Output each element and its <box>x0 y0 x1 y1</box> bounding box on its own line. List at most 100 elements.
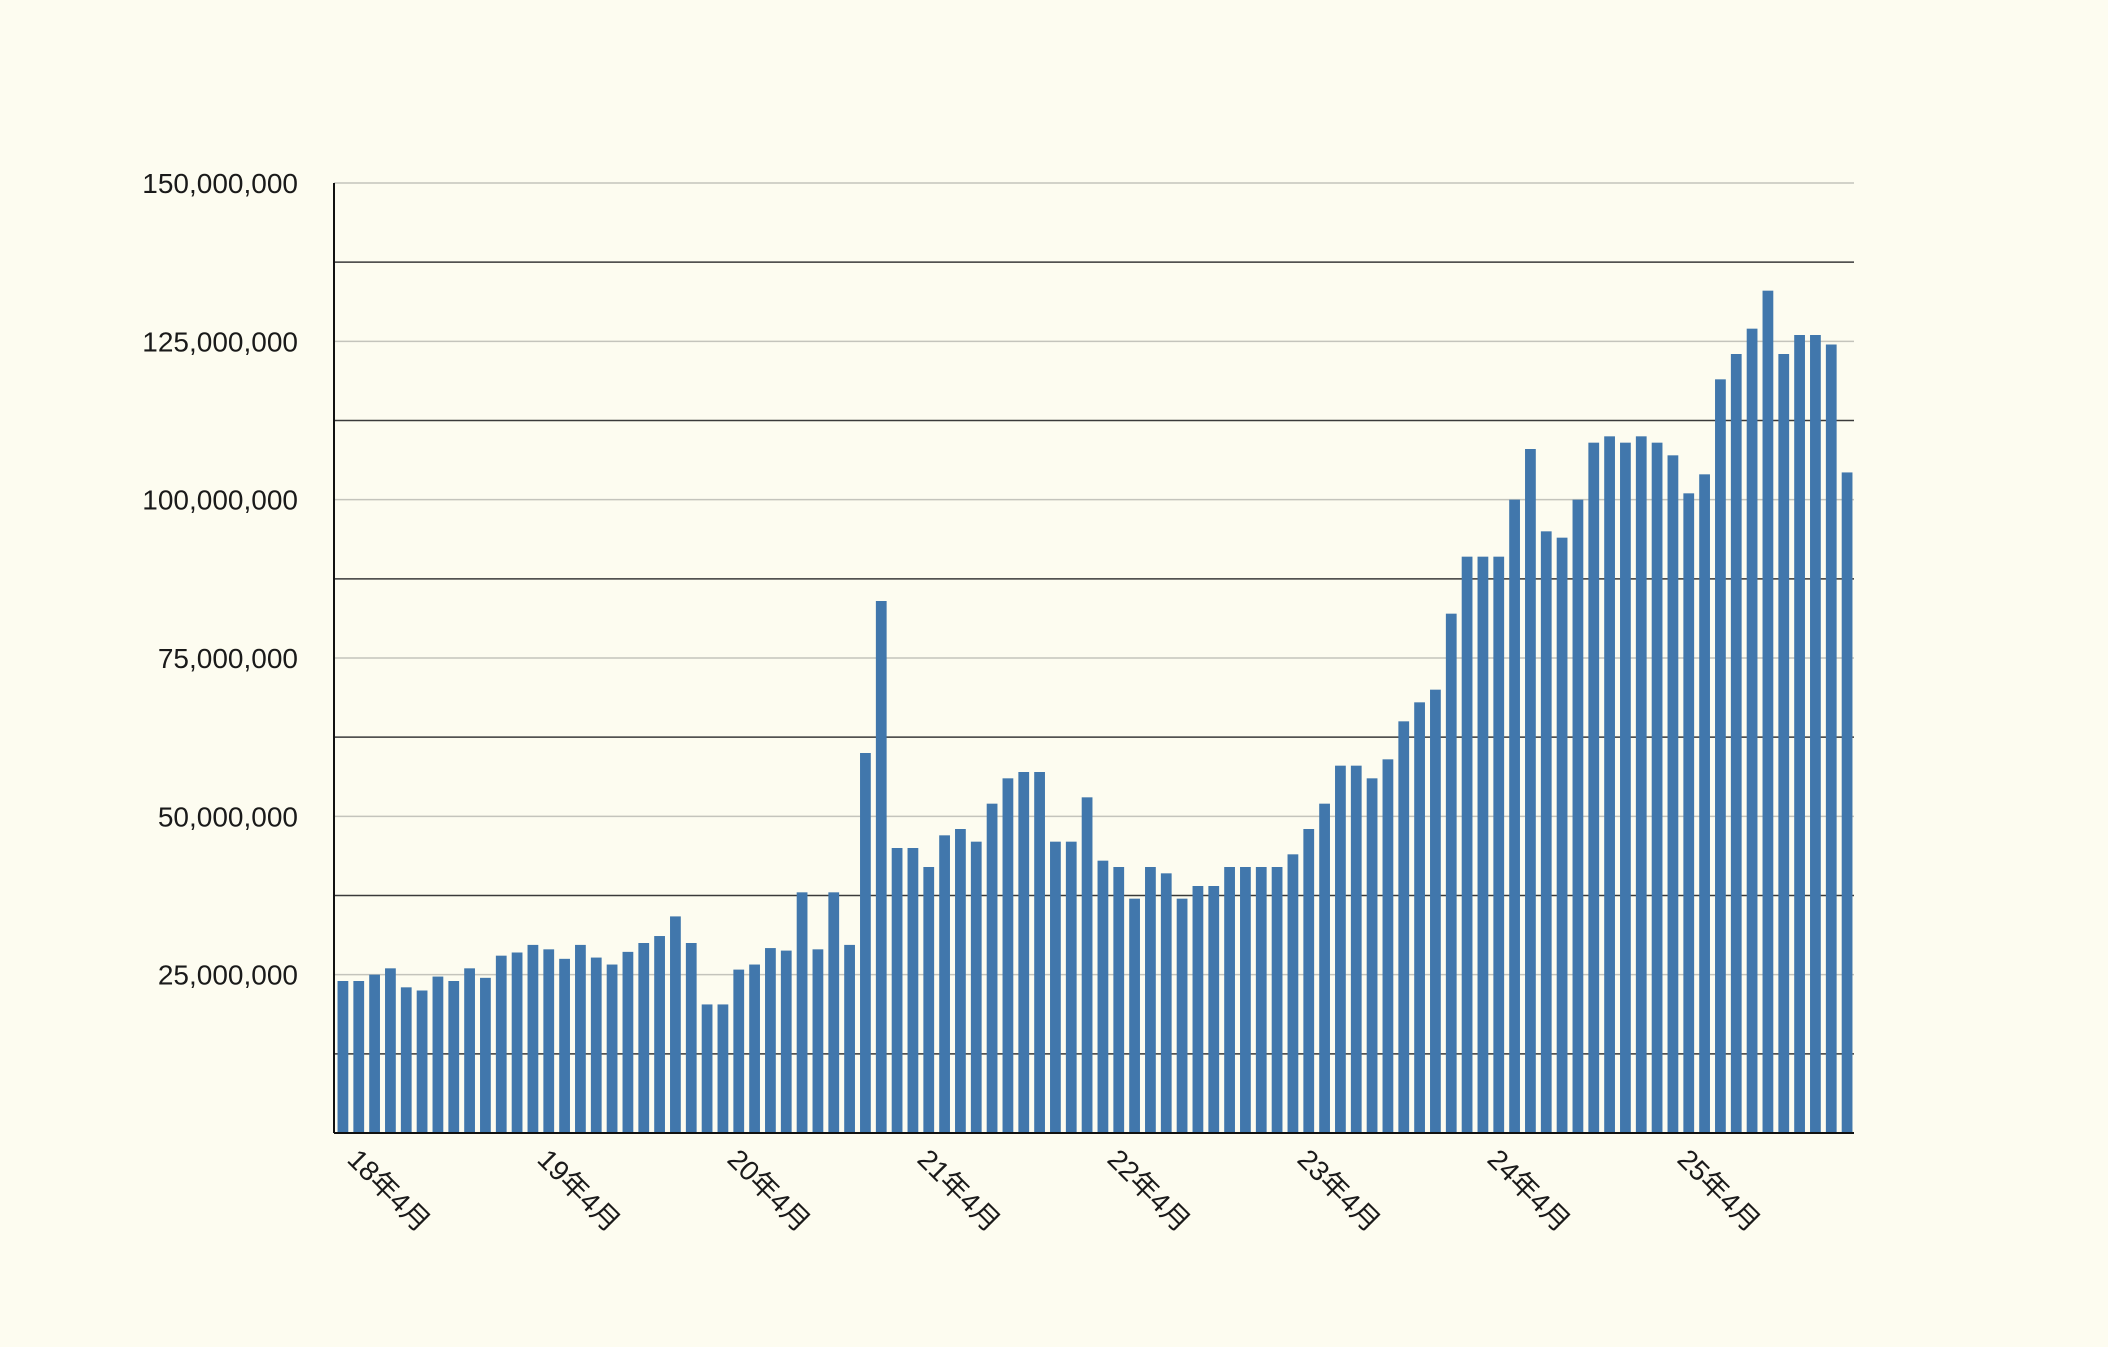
bar <box>654 936 665 1133</box>
bar <box>1366 778 1378 1133</box>
bar <box>685 943 697 1133</box>
bar <box>1762 290 1774 1134</box>
bar <box>1018 772 1030 1133</box>
bar <box>923 867 935 1133</box>
bar <box>385 968 396 1133</box>
bar <box>1556 537 1568 1133</box>
bar <box>1715 379 1726 1133</box>
y-tick-label: 25,000,000 <box>158 960 298 991</box>
bar <box>1540 531 1552 1133</box>
bar <box>860 753 871 1133</box>
bar <box>464 968 475 1133</box>
bar <box>1620 442 1631 1134</box>
bar <box>1240 867 1251 1133</box>
y-tick-label: 75,000,000 <box>158 643 298 674</box>
bar <box>1350 765 1362 1133</box>
bar <box>606 964 618 1133</box>
bar <box>670 916 681 1133</box>
bar <box>1794 335 1805 1133</box>
x-tick-label: 24年4月 <box>1482 1143 1577 1238</box>
bar <box>543 949 555 1133</box>
y-tick-label: 150,000,000 <box>142 168 298 199</box>
bar <box>1477 556 1489 1133</box>
bar <box>796 892 808 1133</box>
bar <box>970 841 982 1133</box>
bar <box>416 990 428 1133</box>
x-tick-label: 25年4月 <box>1672 1143 1767 1238</box>
bar <box>369 974 380 1133</box>
bar <box>891 848 903 1133</box>
bar <box>638 943 650 1133</box>
y-tick-label: 125,000,000 <box>142 326 298 357</box>
bar <box>780 950 792 1133</box>
bar <box>1192 886 1204 1133</box>
x-tick-label: 18年4月 <box>342 1143 437 1238</box>
x-tick-label: 23年4月 <box>1292 1143 1387 1238</box>
bar <box>765 948 776 1133</box>
bar <box>1382 759 1394 1133</box>
bar <box>1651 442 1663 1134</box>
bar <box>448 981 460 1133</box>
bar <box>1002 778 1014 1133</box>
bar <box>1810 335 1821 1133</box>
bar <box>590 957 602 1133</box>
bar <box>1841 472 1853 1133</box>
bar <box>495 955 507 1133</box>
bar <box>875 601 887 1133</box>
bar <box>353 981 365 1133</box>
bar <box>1081 797 1093 1133</box>
bar <box>1129 898 1140 1133</box>
bar <box>1730 354 1742 1133</box>
bar <box>511 952 523 1133</box>
y-tick-labels: 25,000,000 50,000,000 75,000,000 100,000,00… <box>142 168 298 991</box>
bar <box>1145 867 1156 1133</box>
bar <box>1271 867 1283 1133</box>
bar <box>1050 841 1061 1133</box>
bar <box>1604 436 1615 1133</box>
bar <box>575 944 586 1133</box>
axes <box>333 183 1854 1134</box>
bar <box>701 1004 713 1133</box>
bar <box>432 976 444 1133</box>
bar <box>1065 841 1077 1133</box>
bar <box>812 949 824 1133</box>
y-tick-label: 100,000,000 <box>142 485 298 516</box>
bar <box>1287 854 1299 1133</box>
x-tick-label: 19年4月 <box>532 1143 627 1238</box>
bar <box>1667 455 1679 1133</box>
bar <box>527 944 539 1133</box>
x-tick-label: 21年4月 <box>912 1143 1007 1238</box>
bar <box>1224 867 1235 1133</box>
bar <box>480 977 491 1133</box>
y-tick-label: 50,000,000 <box>158 801 298 832</box>
bar <box>1572 499 1584 1134</box>
bar <box>1699 474 1710 1133</box>
bar <box>1635 436 1647 1133</box>
x-tick-label: 20年4月 <box>722 1143 817 1238</box>
bar <box>1097 860 1109 1133</box>
x-tick-labels: 18年4月 19年4月 20年4月 21年4月 22年4月 23年4月 24年4月 25年4月 <box>342 1143 1767 1238</box>
bar <box>1746 328 1758 1134</box>
bar <box>1509 499 1520 1134</box>
x-tick-label: 22年4月 <box>1102 1143 1197 1238</box>
bar <box>828 892 840 1133</box>
bar <box>1430 689 1441 1133</box>
bar <box>1445 613 1457 1133</box>
bar <box>955 829 966 1133</box>
bar <box>1683 493 1695 1133</box>
bar <box>907 848 919 1133</box>
bar <box>939 835 950 1133</box>
bar <box>1208 886 1220 1133</box>
bar <box>1414 702 1425 1133</box>
bar <box>1493 556 1505 1133</box>
bar <box>1525 449 1536 1133</box>
bars <box>337 290 1853 1134</box>
bar <box>1160 873 1172 1133</box>
bar <box>1461 556 1473 1133</box>
bar <box>337 981 349 1133</box>
bar <box>1034 772 1045 1133</box>
bar <box>1588 442 1600 1134</box>
bar <box>1255 867 1267 1133</box>
